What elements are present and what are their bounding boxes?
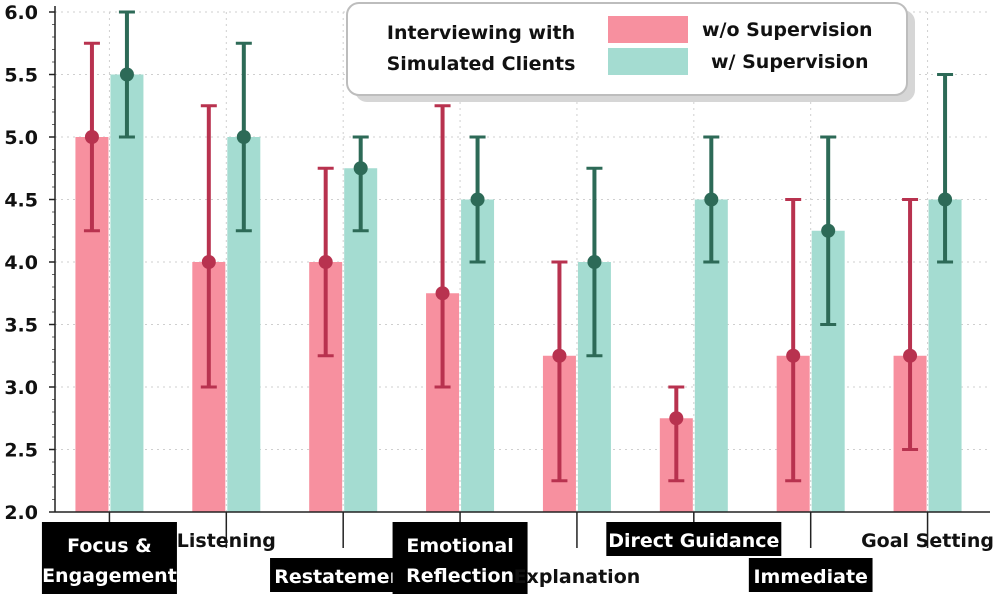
mean-marker [704,192,719,207]
y-tick-label: 3.5 [4,315,38,337]
category-label-box [606,522,782,556]
mean-marker [786,348,801,363]
category-label: Explanation [514,566,641,588]
category-label: Goal Setting [861,530,994,552]
category-label-box [748,558,873,592]
category-label-box [41,522,177,594]
y-tick-label: 5.5 [4,65,38,87]
mean-marker [470,192,485,207]
mean-marker [201,255,216,269]
y-tick-label: 5.0 [4,127,38,149]
category-label-box [270,558,417,592]
y-tick-label: 4.5 [4,190,38,212]
mean-marker [119,67,134,82]
mean-marker [435,286,450,301]
category-label: Immediate [753,566,867,588]
legend-entry-with-supervision: w/ Supervision [711,51,868,73]
error-bar-layer [83,10,954,483]
y-tick-label: 2.5 [4,440,38,462]
category-label-box [392,522,528,594]
y-tick-label: 2.0 [4,502,38,524]
mean-marker [318,255,333,269]
category-label: Engagement [42,565,177,587]
legend-entry-without-supervision: w/o Supervision [702,19,873,41]
mean-marker [669,411,684,426]
legend-title-line2: Simulated Clients [387,53,576,75]
mean-marker [587,255,602,269]
category-label: Direct Guidance [608,530,779,552]
mean-marker [821,223,836,238]
category-label: Listening [177,530,276,552]
category-label: Restatement [274,566,412,588]
legend: Interviewing with Simulated Clients w/o … [346,2,915,102]
mean-marker [236,130,251,144]
legend-swatch-with-supervision [608,48,688,75]
legend-swatch-without-supervision [608,16,688,43]
y-tick-label: 6.0 [4,2,38,24]
bar-with-supervision [110,74,144,512]
mean-marker [903,348,918,363]
axis-layer: 2.0 2.5 3.0 3.5 4.0 4.5 5.0 5.5 6.0 [4,2,990,548]
legend-title-line1: Interviewing with [387,22,575,44]
category-label: Reflection [406,565,514,587]
y-tick-label: 4.0 [4,252,38,274]
y-tick-label: 3.0 [4,377,38,399]
mean-marker [552,348,567,363]
category-label: Focus & [67,535,152,557]
bar-layer [75,74,962,512]
mean-marker [353,161,368,176]
mean-marker [938,192,953,207]
mean-marker [84,130,99,144]
category-label: Emotional [406,535,513,557]
